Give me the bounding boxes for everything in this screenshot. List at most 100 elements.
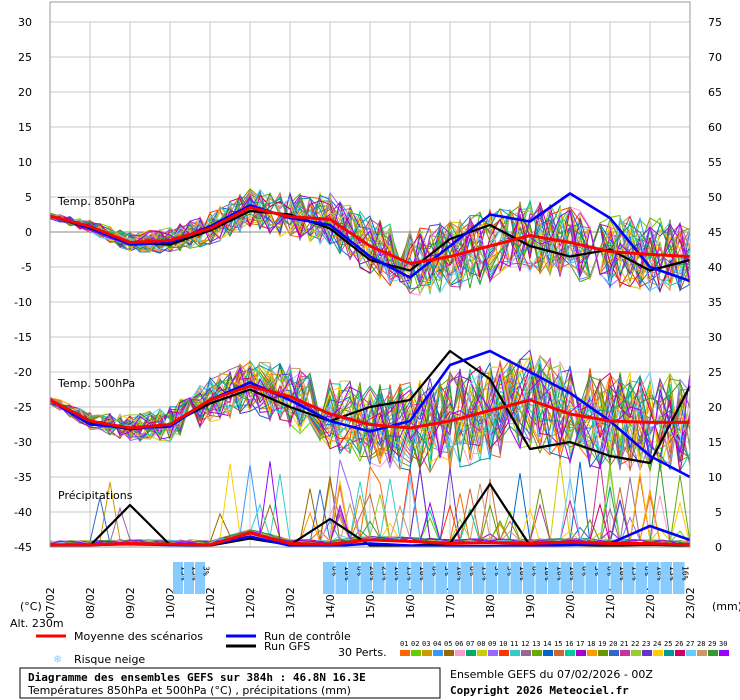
right-tick-label: 40 [708, 261, 722, 274]
date-tick-label: 21/02 [604, 587, 617, 619]
pert-swatch [598, 650, 608, 656]
pert-number: 13 [532, 640, 540, 648]
date-tick-label: 09/02 [124, 587, 137, 619]
label-t850: Temp. 850hPa [57, 195, 135, 208]
snow-risk-box [195, 562, 205, 594]
pert-swatch [686, 650, 696, 656]
snow-risk-value: 6% [530, 566, 539, 576]
snow-risk-value: 10% [543, 566, 552, 581]
title-box [19, 667, 441, 699]
pert-line [49, 361, 691, 471]
pert-swatch [631, 650, 641, 656]
date-tick-label: 14/02 [324, 587, 337, 619]
snow-risk-box [323, 562, 335, 594]
snow-risk-value: 10% [618, 566, 627, 581]
date-tick-label: 13/02 [284, 587, 297, 619]
date-tick-label: 08/02 [84, 587, 97, 619]
legend-snow-label: Risque neige [74, 653, 145, 666]
snow-risk-box [523, 562, 535, 594]
pert-number: 29 [708, 640, 716, 648]
snow-risk-value: 10% [455, 566, 464, 581]
label-t500: Temp. 500hPa [57, 377, 135, 390]
run-info: Ensemble GEFS du 07/02/2026 - 00Z [450, 668, 653, 681]
snow-risk-box [498, 562, 510, 594]
left-tick-label: 5 [25, 191, 32, 204]
pert-number: 09 [488, 640, 496, 648]
pert-swatch [565, 650, 575, 656]
right-tick-label: 60 [708, 121, 722, 134]
right-axis-unit: (mm) [712, 600, 740, 613]
snow-risk-value: 20% [368, 566, 377, 581]
snow-risk-box [673, 562, 685, 594]
right-tick-label: 15 [708, 436, 722, 449]
legend-gfs-label: Run GFS [264, 640, 310, 653]
pert-line [49, 366, 691, 466]
right-tick-label: 20 [708, 401, 722, 414]
right-tick-label: 75 [708, 16, 722, 29]
date-tick-label: 15/02 [364, 587, 377, 619]
snow-risk-value: 10% [655, 566, 664, 581]
snow-risk-value: 10% [343, 566, 352, 581]
pert-number: 07 [466, 640, 474, 648]
snow-risk-value: 6% [430, 566, 439, 576]
snow-risk-value: 3% [505, 566, 514, 576]
pert-number: 16 [565, 640, 573, 648]
date-tick-label: 07/02 [44, 587, 57, 619]
snow-risk-value: 6% [355, 566, 364, 576]
snow-risk-box [348, 562, 360, 594]
axes: 302520151050-5-10-15-20-25-30-35-40-4575… [14, 1, 722, 619]
pert-number: 03 [422, 640, 430, 648]
snow-risk-value: 10% [555, 566, 564, 581]
copyright: Copyright 2026 Meteociel.fr [450, 684, 629, 697]
legend-control-label: Run de contrôle [264, 630, 351, 643]
snow-risk-box [448, 562, 460, 594]
snow-risk-value: 23% [380, 566, 389, 581]
pert-swatch [411, 650, 421, 656]
snow-risk-box [610, 562, 622, 594]
pert-number: 19 [598, 640, 606, 648]
legend: Moyenne des scénarios Run de contrôle Ru… [36, 630, 729, 666]
pert-swatch [444, 650, 454, 656]
right-tick-label: 30 [708, 331, 722, 344]
snow-risk-box [173, 562, 183, 594]
mean-precip-line [50, 531, 691, 547]
label-precip: Précipitations [58, 489, 133, 502]
right-tick-label: 55 [708, 156, 722, 169]
snow-risk-value: 3% [202, 566, 211, 576]
snow-risk-box [548, 562, 560, 594]
snow-risk-box [635, 562, 647, 594]
snow-risk-box [660, 562, 672, 594]
altitude-label: Alt. 230m [10, 617, 64, 630]
left-tick-label: 20 [18, 86, 32, 99]
pert-swatch [532, 650, 542, 656]
snow-risk-value: 13% [668, 566, 677, 581]
snow-risk-value: 16% [393, 566, 402, 581]
pert-number: 30 [719, 640, 727, 648]
left-tick-label: -25 [14, 401, 32, 414]
pert-number: 15 [554, 640, 562, 648]
pert-number: 25 [664, 640, 672, 648]
pert-number: 24 [653, 640, 661, 648]
snow-risk-box [510, 562, 522, 594]
pert-swatch [664, 650, 674, 656]
left-tick-label: -15 [14, 331, 32, 344]
pert-swatch [642, 650, 652, 656]
pert-color-legend: 01 02 03 04 05 06 07 08 09 10 11 12 13 14 15 16 17 18 19 20… [400, 640, 729, 656]
left-tick-label: -10 [14, 296, 32, 309]
left-tick-label: -5 [21, 261, 32, 274]
pert-number: 27 [686, 640, 694, 648]
snow-risk-value: 13% [630, 566, 639, 581]
pert-number: 08 [477, 640, 485, 648]
pert-number: 12 [521, 640, 529, 648]
snow-risk-box [423, 562, 435, 594]
snow-risk-value: 6% [330, 566, 339, 576]
mean-t500-line [49, 384, 690, 430]
left-tick-label: 15 [18, 121, 32, 134]
snow-risk-box [184, 562, 194, 594]
pert-swatch [466, 650, 476, 656]
snow-risk-value: 6% [605, 566, 614, 576]
pert-swatch [620, 650, 630, 656]
date-tick-label: 12/02 [244, 587, 257, 619]
snow-risk-box [648, 562, 660, 594]
